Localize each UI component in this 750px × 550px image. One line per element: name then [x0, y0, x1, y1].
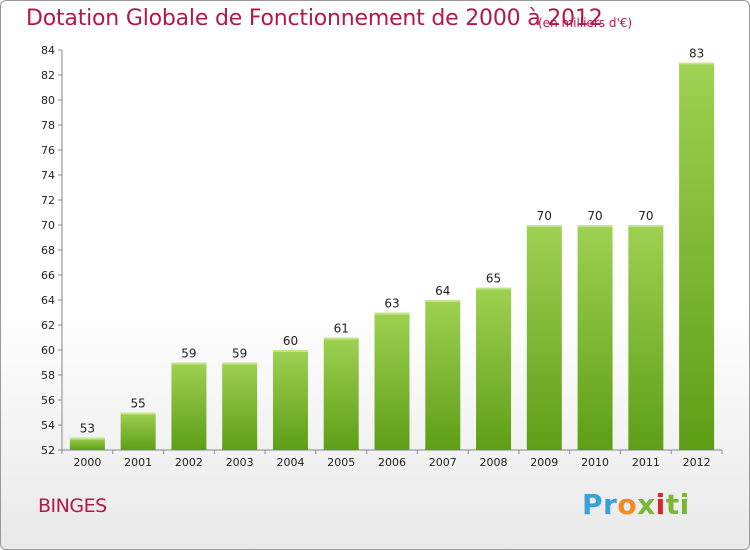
x-tick-label: 2012 [683, 456, 711, 469]
bar-highlight [171, 362, 207, 365]
bar-2008 [476, 287, 512, 450]
y-tick-label: 56 [41, 394, 55, 407]
value-label: 70 [537, 209, 552, 223]
logo-part: i [655, 488, 666, 521]
x-tick-label: 2011 [632, 456, 660, 469]
value-label: 70 [587, 209, 602, 223]
y-tick-label: 78 [41, 119, 55, 132]
y-tick-label: 70 [41, 219, 55, 232]
bar-highlight [120, 412, 156, 415]
x-tick-label: 2000 [73, 456, 101, 469]
value-label: 65 [486, 272, 501, 286]
bar-2005 [323, 337, 359, 450]
logo-part: o [617, 488, 638, 521]
bar-highlight [628, 225, 664, 227]
logo-part: Pr [582, 488, 618, 521]
y-tick-label: 64 [41, 294, 55, 307]
value-label: 64 [435, 284, 450, 298]
x-tick-label: 2009 [530, 456, 558, 469]
bar-highlight [526, 225, 562, 227]
value-label: 61 [334, 322, 349, 336]
y-tick-label: 66 [41, 269, 55, 282]
y-tick-label: 84 [41, 44, 55, 57]
bar-highlight [69, 437, 105, 440]
value-label: 59 [232, 347, 247, 361]
bar-highlight [374, 312, 410, 315]
value-label: 59 [181, 347, 196, 361]
bar-highlight [323, 337, 359, 340]
x-tick-label: 2001 [124, 456, 152, 469]
chart-title: Dotation Globale de Fonctionnement de 20… [26, 6, 603, 31]
bar-highlight [577, 225, 613, 227]
y-tick-label: 72 [41, 194, 55, 207]
value-label: 60 [283, 334, 298, 348]
bar-highlight [425, 300, 461, 302]
x-tick-label: 2005 [327, 456, 355, 469]
logo-part: x [637, 488, 656, 521]
y-tick-label: 74 [41, 169, 55, 182]
value-label: 83 [689, 47, 704, 61]
commune-name: BINGES [38, 495, 107, 517]
bar-2002 [171, 362, 207, 450]
value-label: 53 [80, 422, 95, 436]
y-tick-label: 60 [41, 344, 55, 357]
bar-highlight [476, 287, 512, 290]
bar-2004 [272, 350, 308, 450]
x-tick-label: 2004 [276, 456, 304, 469]
logo-part: ti [665, 488, 690, 521]
chart-subtitle: (en milliers d'€) [538, 16, 633, 30]
bar-2012 [679, 62, 715, 450]
y-tick-label: 76 [41, 144, 55, 157]
bar-2010 [577, 225, 613, 450]
y-tick-label: 68 [41, 244, 55, 257]
bar-2000 [69, 437, 105, 450]
bar-2011 [628, 225, 664, 450]
y-tick-label: 62 [41, 319, 55, 332]
bar-highlight [272, 350, 308, 352]
y-tick-label: 52 [41, 444, 55, 457]
x-tick-label: 2007 [429, 456, 457, 469]
proxiti-logo[interactable]: Proxiti [582, 488, 690, 521]
x-tick-label: 2003 [226, 456, 254, 469]
value-label: 63 [384, 297, 399, 311]
value-label: 55 [131, 397, 146, 411]
bar-highlight [222, 362, 258, 365]
y-tick-label: 54 [41, 419, 55, 432]
bar-highlight [679, 62, 715, 65]
bars: 53 55 59 59 60 61 63 64 65 70 70 70 83 [69, 47, 715, 450]
bar-2007 [425, 300, 461, 450]
x-tick-label: 2008 [480, 456, 508, 469]
y-tick-label: 58 [41, 369, 55, 382]
bar-2001 [120, 412, 156, 450]
bar-2003 [222, 362, 258, 450]
y-tick-label: 82 [41, 69, 55, 82]
bar-2006 [374, 312, 410, 450]
y-tick-label: 80 [41, 94, 55, 107]
value-label: 70 [638, 209, 653, 223]
x-tick-label: 2006 [378, 456, 406, 469]
x-tick-label: 2010 [581, 456, 609, 469]
bar-2009 [526, 225, 562, 450]
x-tick-label: 2002 [175, 456, 203, 469]
